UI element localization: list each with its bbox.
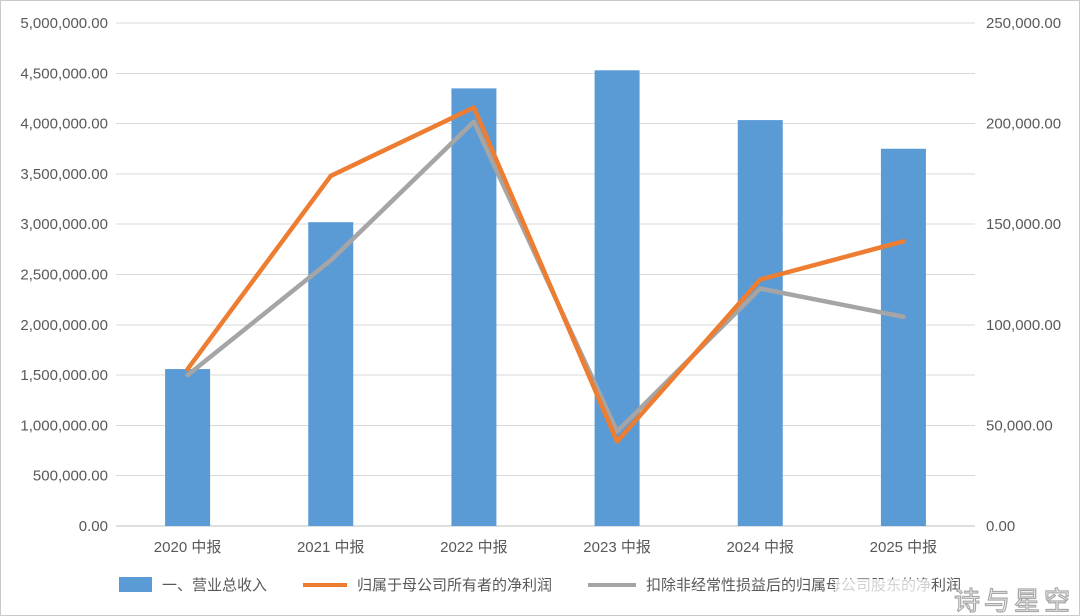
legend-item-deducted-net-profit: 扣除非经常性损益后的归属母公司股东的净利润	[588, 574, 961, 595]
x-axis-category: 2022 中报	[440, 539, 508, 556]
legend-label-revenue: 一、营业总收入	[161, 577, 267, 594]
right-axis-tick: 150,000.00	[986, 216, 1061, 233]
right-axis-tick: 250,000.00	[986, 15, 1061, 32]
net-profit-line	[185, 105, 906, 444]
left-axis-tick: 3,000,000.00	[20, 216, 108, 233]
left-axis-tick-labels: 5,000,000.00 4,500,000.00 4,000,000.00 3,50…	[20, 15, 108, 535]
left-axis-tick: 1,500,000.00	[20, 367, 108, 384]
left-axis-tick: 5,000,000.00	[20, 15, 108, 32]
left-axis-tick: 4,000,000.00	[20, 116, 108, 133]
revenue-bar	[737, 120, 783, 526]
right-axis-tick: 100,000.00	[986, 317, 1061, 334]
deducted-net-profit-line-swatch-icon	[588, 582, 636, 587]
left-axis-tick: 2,000,000.00	[20, 317, 108, 334]
net-profit-line-swatch-icon	[302, 582, 347, 587]
left-axis-tick: 4,500,000.00	[20, 65, 108, 82]
right-axis-tick: 50,000.00	[986, 417, 1053, 434]
x-axis-category: 2025 中报	[870, 539, 938, 556]
right-axis-tick-labels: 250,000.00 200,000.00 150,000.00 100,000.00…	[986, 15, 1061, 535]
left-axis-tick: 2,500,000.00	[20, 267, 108, 284]
legend-label-deducted-net-profit: 扣除非经常性损益后的归属母公司股东的净利润	[646, 577, 962, 594]
revenue-bar	[594, 70, 640, 527]
revenue-bar-swatch-icon	[118, 577, 152, 592]
left-axis-tick: 1,000,000.00	[20, 417, 108, 434]
x-axis-category-labels: 2020 中报 2021 中报 2022 中报 2023 中报 2024 中报 2025 …	[154, 539, 937, 556]
x-axis-category: 2021 中报	[297, 539, 365, 556]
x-axis-category: 2024 中报	[726, 539, 794, 556]
right-axis-tick: 0.00	[986, 518, 1015, 535]
revenue-bar	[880, 148, 926, 526]
chart-legend: 一、营业总收入 归属于母公司所有者的净利润 扣除非经常性损益后的归属母公司股东的…	[1, 574, 1079, 595]
x-axis-category: 2023 中报	[583, 539, 651, 556]
left-axis-tick: 500,000.00	[33, 468, 108, 485]
legend-item-revenue: 一、营业总收入	[118, 574, 267, 595]
revenue-bar	[165, 369, 211, 526]
right-axis-tick: 200,000.00	[986, 116, 1061, 133]
legend-item-net-profit: 归属于母公司所有者的净利润	[302, 574, 552, 595]
revenue-bar	[451, 88, 497, 526]
left-axis-tick: 0.00	[79, 518, 108, 535]
revenue-bar	[308, 222, 354, 527]
left-axis-tick: 3,500,000.00	[20, 166, 108, 183]
x-axis-category: 2020 中报	[154, 539, 222, 556]
legend-label-net-profit: 归属于母公司所有者的净利润	[356, 577, 552, 594]
revenue-bar-series	[165, 70, 926, 527]
